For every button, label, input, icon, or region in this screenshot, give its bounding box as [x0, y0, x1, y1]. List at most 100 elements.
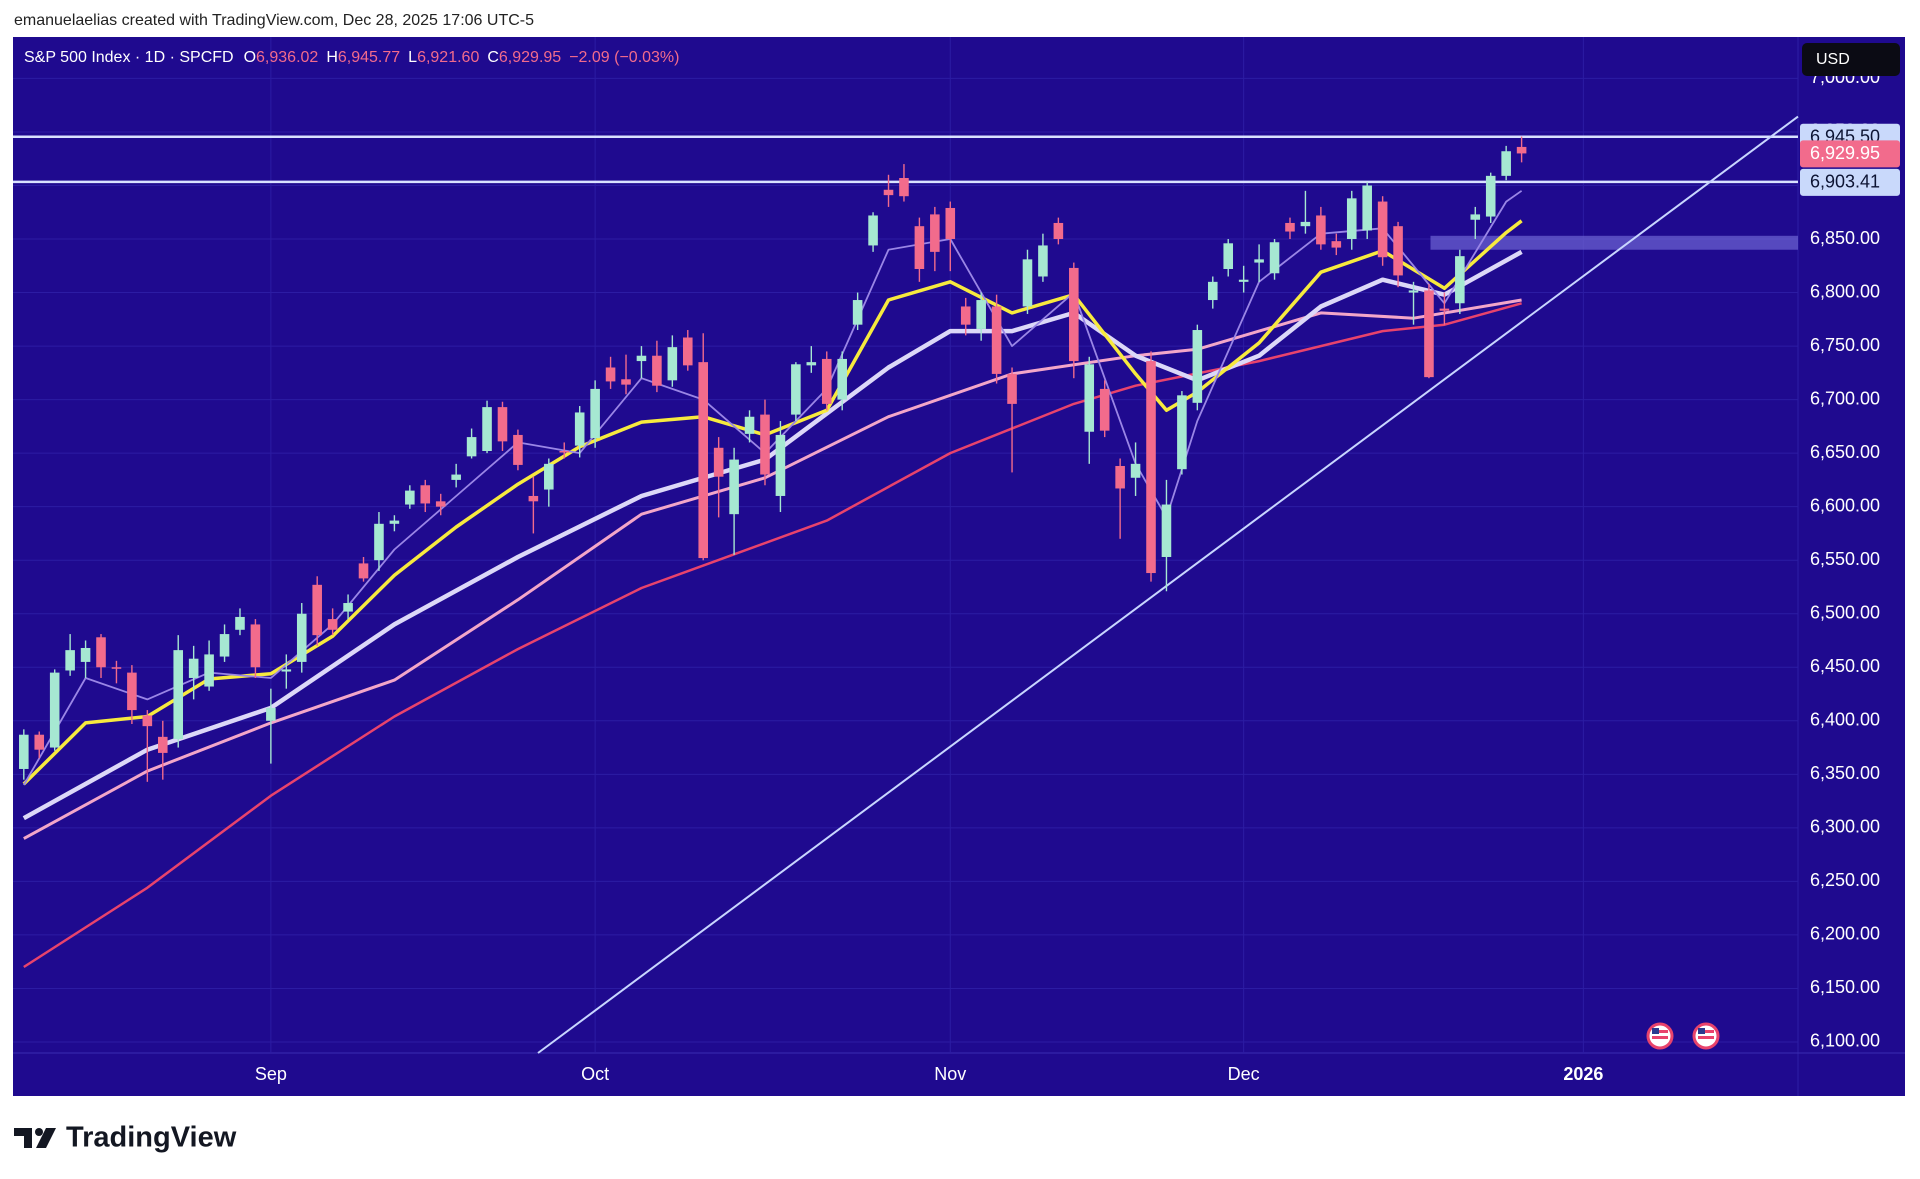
- candle-body: [868, 215, 878, 246]
- candle-body: [1146, 361, 1156, 574]
- candle-body: [281, 669, 292, 672]
- candle-body: [1192, 330, 1203, 403]
- candle-body: [1300, 221, 1311, 227]
- candle-body: [374, 523, 384, 561]
- candle-body: [667, 347, 678, 381]
- y-tick-label: 6,600.00: [1810, 495, 1880, 515]
- candle-body: [1099, 388, 1110, 431]
- axes: 6,100.00 6,150.00 6,200.00 6,250.00 6,300.00…: [255, 67, 1900, 1084]
- ohlc-value: 6,936.02: [256, 49, 318, 66]
- y-tick-label: 6,750.00: [1810, 335, 1880, 355]
- candle-body: [1393, 226, 1403, 276]
- candle-body: [435, 501, 446, 507]
- candle-body: [713, 447, 724, 477]
- candle-body: [1346, 198, 1357, 240]
- brand-name: TradingView: [66, 1122, 237, 1154]
- moving-average-line: [23, 298, 1522, 840]
- candle-body: [1069, 267, 1079, 362]
- y-tick-label: 6,250.00: [1810, 870, 1880, 890]
- flag-stripe: [1698, 1036, 1714, 1039]
- candle-body: [1316, 215, 1326, 245]
- candle-body: [1022, 259, 1033, 307]
- price-change: −2.09 (−0.03%): [569, 49, 679, 66]
- candle-body: [111, 667, 122, 669]
- candle-body: [451, 474, 461, 480]
- y-tick-label: 6,650.00: [1810, 442, 1880, 462]
- moving-average-line: [23, 302, 1522, 969]
- x-tick-label: Nov: [934, 1064, 966, 1084]
- candle-body: [188, 658, 199, 678]
- candle-body: [1269, 242, 1280, 274]
- price-tag-label: 6,929.95: [1810, 143, 1880, 163]
- chart-title: S&P 500 Index · 1D · SPCFD: [24, 49, 234, 66]
- candle-body: [513, 434, 523, 465]
- candle-body: [405, 490, 415, 505]
- candle-body: [1115, 465, 1125, 489]
- currency-button[interactable]: [1802, 43, 1900, 76]
- flag-canton: [1652, 1028, 1659, 1034]
- price-tag: [1800, 168, 1900, 196]
- candle-body: [1007, 373, 1017, 404]
- candle-body: [837, 358, 847, 400]
- candle-body: [1223, 243, 1234, 269]
- candle-body: [976, 300, 986, 329]
- x-tick-label: Dec: [1228, 1064, 1260, 1084]
- x-tick-label: Sep: [255, 1064, 287, 1084]
- candle-body: [65, 650, 75, 671]
- candle-body: [605, 367, 616, 382]
- y-tick-label: 6,300.00: [1810, 817, 1880, 837]
- flag-stripe: [1652, 1036, 1668, 1039]
- currency-label[interactable]: USD: [1816, 51, 1850, 68]
- candle-body: [19, 734, 29, 769]
- candle-body: [806, 362, 817, 366]
- flag-icons: [1646, 1022, 1720, 1050]
- candle-body: [1207, 281, 1218, 301]
- chart-header: S&P 500 Index · 1D · SPCFD O6,936.02 H6,94…: [24, 49, 679, 66]
- candle-body: [930, 214, 940, 252]
- candle-body: [899, 177, 909, 197]
- y-tick-label: 6,450.00: [1810, 656, 1880, 676]
- plot-area: [13, 115, 1799, 1054]
- flag-stripe: [1698, 1030, 1714, 1033]
- candle-body: [821, 358, 832, 404]
- flag-stripe: [1652, 1030, 1668, 1033]
- candle-body: [1038, 245, 1048, 277]
- candle-body: [482, 407, 492, 452]
- ohlc-value: 6,945.77: [338, 49, 400, 66]
- candle-body: [173, 650, 184, 739]
- candle-body: [1254, 259, 1264, 263]
- logo-mark: [14, 1128, 32, 1148]
- candle-body: [127, 672, 137, 711]
- candle-body: [883, 189, 894, 196]
- candle-body: [1424, 290, 1434, 378]
- price-tag: [1800, 140, 1900, 168]
- candle-body: [636, 355, 647, 362]
- candle-body: [219, 634, 230, 657]
- candle-body: [1439, 308, 1450, 311]
- candle-body: [1408, 290, 1419, 293]
- candle-body: [96, 637, 106, 668]
- candle-body: [497, 407, 508, 442]
- ohlc-value: 6,921.60: [417, 49, 479, 66]
- candle-body: [744, 416, 755, 434]
- candle-body: [945, 207, 956, 240]
- candle-body: [775, 434, 786, 496]
- candle-body: [991, 306, 1002, 374]
- candle-body: [343, 603, 353, 612]
- candle-body: [142, 715, 153, 727]
- candle-body: [621, 379, 631, 385]
- candle-body: [682, 337, 693, 366]
- ohlc-key: O: [244, 49, 256, 66]
- ohlc-key: H: [326, 49, 338, 66]
- candle-body: [204, 654, 214, 687]
- candle-body: [1485, 175, 1496, 217]
- candle-body: [1501, 151, 1511, 176]
- candle-body: [791, 364, 801, 415]
- y-tick-label: 6,400.00: [1810, 710, 1880, 730]
- y-tick-label: 6,550.00: [1810, 549, 1880, 569]
- candle-body: [358, 563, 369, 579]
- candle-body: [1362, 185, 1372, 231]
- trendline: [537, 115, 1799, 1054]
- y-tick-label: 6,200.00: [1810, 924, 1880, 944]
